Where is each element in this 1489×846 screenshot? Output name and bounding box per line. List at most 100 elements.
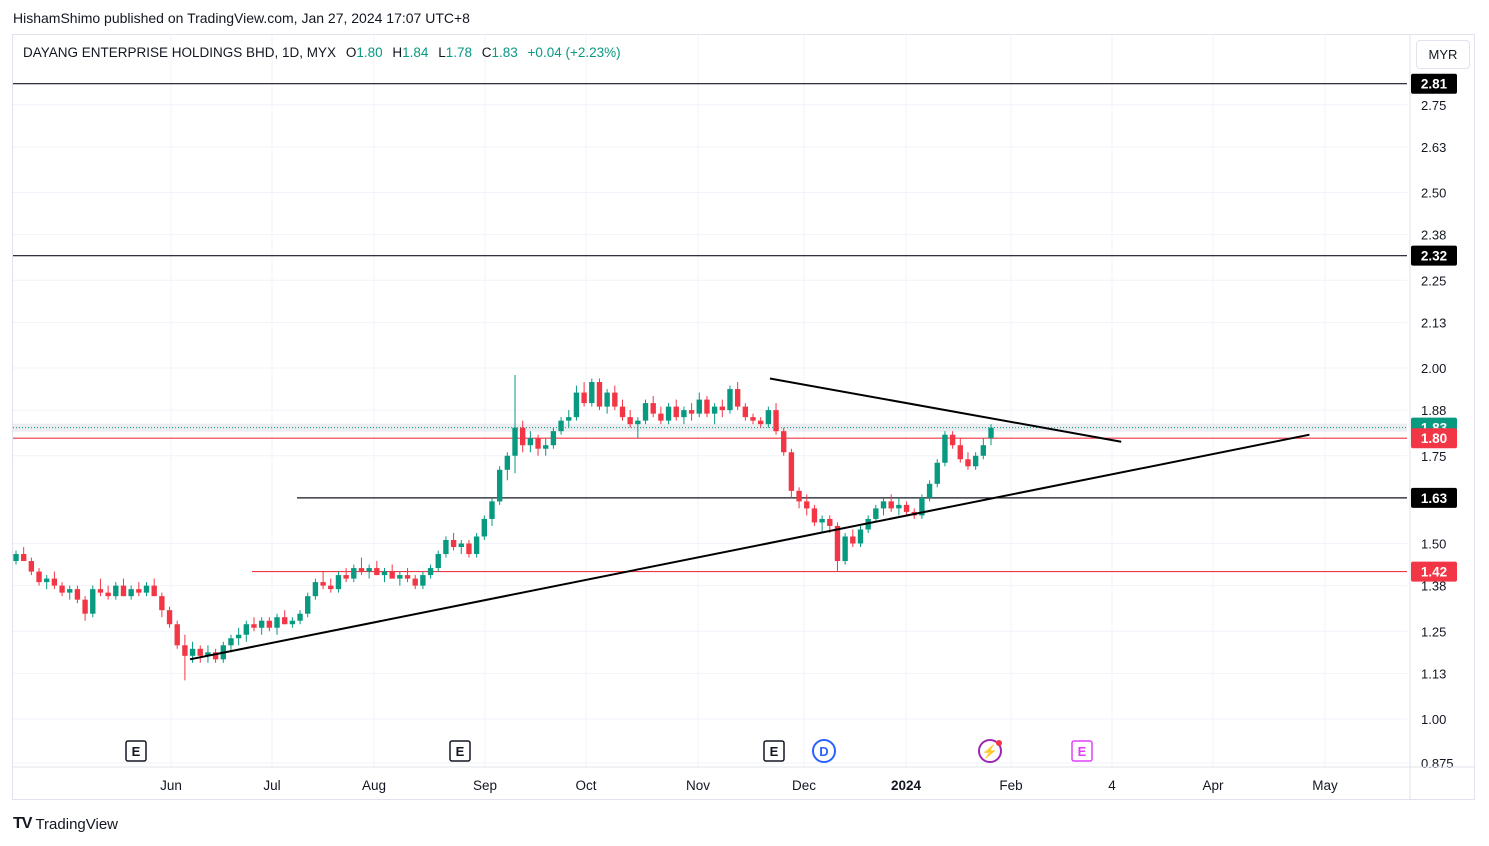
event-marker[interactable]: E bbox=[763, 740, 785, 762]
x-tick-label: 2024 bbox=[891, 778, 922, 793]
earnings-marker-bg bbox=[763, 740, 785, 762]
event-marker[interactable]: D bbox=[812, 739, 836, 763]
y-tick-label: 2.50 bbox=[1421, 186, 1446, 201]
candle-body bbox=[235, 634, 242, 639]
candle bbox=[235, 627, 242, 646]
candle-body bbox=[788, 452, 795, 491]
candle-body bbox=[443, 539, 449, 555]
y-tick-label: 1.25 bbox=[1421, 624, 1446, 639]
candle bbox=[166, 606, 173, 628]
event-marker[interactable]: E bbox=[1071, 740, 1093, 762]
candle bbox=[289, 617, 296, 628]
candle-body bbox=[113, 585, 119, 597]
candle bbox=[443, 536, 449, 558]
low-label: L bbox=[438, 45, 446, 60]
candle bbox=[589, 378, 595, 407]
candle-body bbox=[988, 427, 994, 439]
event-marker[interactable]: E bbox=[449, 740, 471, 762]
candle bbox=[957, 438, 963, 463]
candle bbox=[420, 571, 426, 590]
candle bbox=[212, 648, 219, 663]
candle-body bbox=[596, 382, 603, 407]
candle-body bbox=[328, 585, 334, 590]
candle bbox=[612, 385, 618, 411]
y-tick-label: 1.75 bbox=[1421, 449, 1446, 464]
candle-body bbox=[458, 543, 464, 548]
candle bbox=[903, 501, 910, 516]
candle-body bbox=[888, 501, 894, 509]
candle-body bbox=[251, 624, 257, 628]
open-label: O bbox=[345, 45, 357, 60]
candle bbox=[819, 515, 825, 533]
dividend-marker-bg bbox=[812, 739, 836, 763]
candles bbox=[13, 375, 994, 681]
candle-body bbox=[658, 413, 664, 421]
event-marker[interactable]: ⚡ bbox=[978, 739, 1002, 763]
candle bbox=[397, 571, 403, 586]
candle bbox=[174, 620, 180, 649]
candle bbox=[926, 480, 933, 502]
candle-body bbox=[97, 589, 104, 593]
candle-body bbox=[773, 410, 779, 432]
candle bbox=[934, 459, 940, 488]
candle-body bbox=[205, 652, 211, 656]
candle-body bbox=[627, 417, 633, 425]
candle-body bbox=[228, 638, 234, 646]
candle-body bbox=[174, 624, 180, 646]
candle bbox=[635, 417, 641, 439]
candle bbox=[335, 571, 342, 593]
candle-body bbox=[13, 554, 19, 562]
candle-body bbox=[36, 571, 42, 583]
earnings-marker-bg bbox=[125, 740, 147, 762]
candle-body bbox=[435, 554, 441, 569]
candle-body bbox=[512, 427, 518, 456]
candle bbox=[20, 547, 27, 562]
high-label: H bbox=[392, 45, 403, 60]
time-axis: Jun Jul Aug Sep Oct Nov Dec 2024 Feb 4 Apr May bbox=[13, 35, 1475, 800]
candle bbox=[880, 497, 887, 516]
candle-body bbox=[105, 592, 111, 597]
price-tag-bg bbox=[1411, 428, 1457, 449]
candle-body bbox=[781, 431, 787, 453]
close-value: 1.83 bbox=[491, 45, 518, 60]
candle-body bbox=[282, 617, 288, 625]
candle bbox=[896, 497, 902, 516]
candle bbox=[850, 529, 856, 548]
candle bbox=[711, 403, 718, 425]
candle bbox=[673, 399, 679, 421]
candle bbox=[320, 571, 326, 590]
candle-body bbox=[819, 518, 825, 523]
candle bbox=[305, 592, 311, 618]
candle-body bbox=[520, 427, 526, 446]
candle bbox=[136, 582, 142, 597]
candle-body bbox=[757, 420, 764, 425]
tradingview-brand[interactable]: TV TradingView bbox=[13, 815, 118, 833]
candle-body bbox=[642, 403, 649, 421]
candle-body bbox=[389, 571, 395, 579]
candle-body bbox=[212, 652, 219, 660]
candle bbox=[489, 497, 495, 526]
y-tick-label: 2.13 bbox=[1421, 315, 1446, 330]
price-tag-label: 2.32 bbox=[1421, 249, 1447, 264]
candle-body bbox=[750, 417, 756, 421]
candle bbox=[727, 385, 733, 414]
candle bbox=[512, 375, 518, 474]
price-tag-bg bbox=[1411, 73, 1457, 94]
event-marker[interactable]: E bbox=[125, 740, 147, 762]
currency-button[interactable]: MYR bbox=[1416, 40, 1470, 69]
candle-body bbox=[312, 582, 319, 597]
candle bbox=[97, 578, 104, 597]
candle-body bbox=[796, 490, 802, 502]
candle-body bbox=[711, 406, 718, 414]
candle bbox=[36, 568, 42, 586]
candle-body bbox=[527, 438, 534, 446]
symbol-legend: DAYANG ENTERPRISE HOLDINGS BHD, 1D, MYX … bbox=[23, 45, 621, 60]
price-tag: 2.81 bbox=[1411, 73, 1457, 94]
candle-body bbox=[919, 497, 925, 516]
price-tag: 1.42 bbox=[1411, 561, 1457, 582]
candle bbox=[59, 582, 65, 597]
candle-body bbox=[151, 585, 157, 597]
candle-body bbox=[734, 389, 741, 407]
candle bbox=[151, 578, 157, 597]
